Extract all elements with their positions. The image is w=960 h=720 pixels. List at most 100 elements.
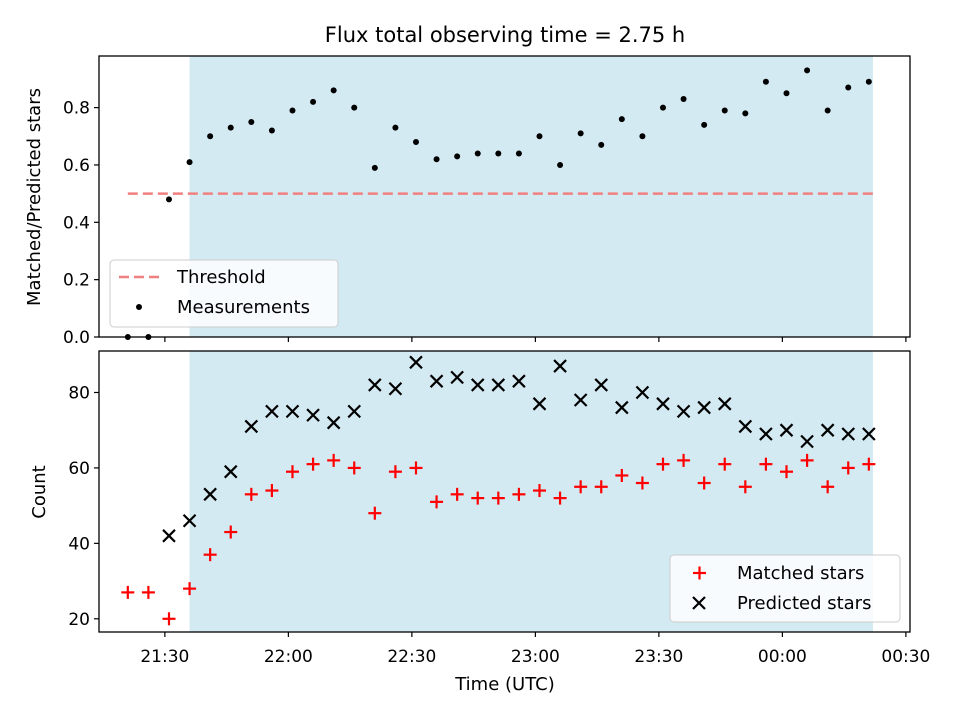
predicted-star-point bbox=[573, 393, 588, 407]
measurement-point bbox=[227, 124, 234, 131]
predicted-star-point bbox=[182, 513, 197, 528]
measurement-point bbox=[330, 87, 337, 94]
predicted-star-point bbox=[532, 397, 547, 411]
predicted-star-point bbox=[635, 385, 650, 400]
top-y-tick-label: 0.6 bbox=[63, 156, 90, 176]
top-y-ticks: 0.0 0.2 0.4 0.6 0.8 bbox=[63, 99, 99, 348]
measurement-point bbox=[618, 116, 625, 123]
predicted-star-point bbox=[203, 487, 217, 502]
measurement-point bbox=[289, 107, 296, 114]
matched-star-point bbox=[635, 476, 649, 490]
measurement-point bbox=[433, 156, 440, 163]
matched-star-point bbox=[677, 453, 691, 467]
bottom-y-tick-label: 40 bbox=[68, 534, 90, 554]
x-tick-label: 22:30 bbox=[387, 647, 436, 667]
legend-predicted-marker bbox=[692, 596, 706, 610]
matched-star-point bbox=[285, 465, 299, 479]
measurement-point bbox=[865, 78, 872, 85]
predicted-star-point bbox=[388, 381, 403, 396]
predicted-star-point bbox=[470, 378, 485, 392]
x-tick-label: 23:00 bbox=[511, 647, 560, 667]
predicted-star-point bbox=[841, 427, 856, 441]
bottom-y-tick-label: 80 bbox=[68, 383, 90, 403]
matched-stars-series bbox=[121, 453, 876, 626]
top-x-ticks bbox=[164, 337, 907, 342]
measurement-point bbox=[351, 104, 358, 111]
matched-star-point bbox=[306, 457, 320, 471]
bottom-x-ticks: 21:30 22:00 22:30 23:00 23:30 00:00 00:30 bbox=[140, 632, 930, 667]
measurement-point bbox=[701, 121, 708, 128]
predicted-star-point bbox=[594, 378, 609, 392]
legend-measurement-marker bbox=[136, 304, 142, 310]
predicted-star-point bbox=[656, 397, 670, 411]
predicted-star-point bbox=[512, 374, 526, 388]
matched-star-point bbox=[265, 484, 279, 498]
legend-predicted-label: Predicted stars bbox=[737, 593, 871, 614]
matched-star-point bbox=[409, 461, 423, 475]
measurements-series bbox=[124, 67, 872, 340]
matched-star-point bbox=[779, 465, 793, 479]
matched-star-point bbox=[821, 480, 835, 494]
matched-star-point bbox=[183, 582, 197, 596]
matched-star-point bbox=[347, 461, 361, 475]
matched-star-point bbox=[759, 457, 773, 471]
measurement-point bbox=[659, 104, 666, 111]
x-tick-label: 00:00 bbox=[758, 647, 807, 667]
measurement-point bbox=[536, 133, 543, 140]
matched-star-point bbox=[615, 468, 629, 482]
bottom-legend-frame bbox=[669, 554, 901, 623]
bottom-legend: Matched stars Predicted stars bbox=[669, 554, 901, 623]
matched-star-point bbox=[327, 453, 341, 467]
matched-star-point bbox=[368, 506, 382, 520]
measurement-point bbox=[310, 98, 317, 105]
measurement-point bbox=[557, 161, 564, 168]
predicted-star-point bbox=[862, 427, 876, 441]
predicted-star-point bbox=[759, 427, 773, 441]
bottom-y-tick-label: 60 bbox=[68, 459, 90, 479]
x-tick-label: 22:00 bbox=[264, 647, 313, 667]
predicted-star-point bbox=[285, 404, 300, 419]
matched-star-point bbox=[512, 487, 526, 501]
measurement-point bbox=[824, 107, 831, 114]
measurement-point bbox=[412, 139, 419, 146]
matched-star-point bbox=[553, 491, 567, 505]
measurement-point bbox=[495, 150, 502, 157]
top-y-tick-label: 0.8 bbox=[63, 99, 90, 119]
measurement-point bbox=[207, 133, 214, 140]
top-legend-frame bbox=[109, 259, 339, 328]
predicted-star-point bbox=[615, 400, 629, 415]
measurement-point bbox=[639, 133, 646, 140]
matched-star-point bbox=[203, 548, 217, 562]
predicted-star-point bbox=[450, 370, 464, 385]
predicted-star-point bbox=[717, 397, 732, 411]
chart-title: Flux total observing time = 2.75 h bbox=[325, 23, 685, 47]
measurement-point bbox=[515, 150, 522, 157]
measurement-point bbox=[742, 110, 749, 117]
x-axis-label: Time (UTC) bbox=[454, 674, 555, 695]
matched-star-point bbox=[430, 495, 444, 509]
top-legend: Threshold Measurements bbox=[109, 259, 339, 328]
predicted-star-point bbox=[368, 378, 382, 392]
predicted-star-point bbox=[223, 464, 238, 479]
x-tick-label: 23:30 bbox=[634, 647, 683, 667]
measurement-point bbox=[165, 196, 172, 203]
measurement-point bbox=[186, 159, 193, 166]
measurement-point bbox=[248, 118, 255, 125]
bottom-axes-frame bbox=[98, 350, 911, 633]
matched-star-point bbox=[224, 525, 238, 539]
matched-star-point bbox=[471, 491, 485, 505]
predicted-star-point bbox=[162, 529, 176, 543]
predicted-star-point bbox=[429, 374, 444, 388]
matched-star-point bbox=[574, 480, 588, 494]
top-panel: 0.00.20.40.60.8 Matched/Predicted stars … bbox=[24, 55, 911, 348]
predicted-star-point bbox=[265, 404, 279, 419]
top-y-tick-label: 0.0 bbox=[63, 328, 90, 348]
predicted-star-point bbox=[779, 423, 794, 437]
measurement-point bbox=[762, 78, 769, 85]
measurement-point bbox=[268, 127, 275, 134]
matched-star-point bbox=[162, 612, 176, 626]
measurement-point bbox=[454, 153, 461, 160]
matched-star-point bbox=[697, 476, 711, 490]
matched-star-point bbox=[800, 453, 814, 467]
